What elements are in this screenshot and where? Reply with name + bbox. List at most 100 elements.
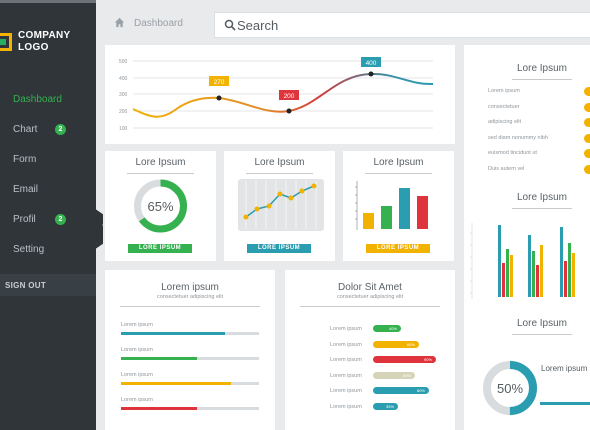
sidebar-item-label: Form xyxy=(13,153,37,165)
sidebar-item-label: Profil xyxy=(13,213,36,225)
donut-caption: Lorem ipsum xyxy=(541,364,588,373)
hbar-value: 40% xyxy=(388,326,397,331)
legend-item: sed diam nonummy nibh xyxy=(488,134,548,141)
y-tick-500: 500 xyxy=(119,59,128,65)
home-icon[interactable] xyxy=(114,17,125,28)
lore-ipsum-button[interactable]: LORE IPSUM xyxy=(366,244,430,253)
caption-bar xyxy=(540,402,590,405)
series-line xyxy=(132,72,434,118)
breadcrumb[interactable]: Dashboard xyxy=(134,18,183,29)
sidebar-item-chart[interactable]: Chart 2 xyxy=(0,114,96,144)
logo-mark-icon xyxy=(0,33,12,51)
trend-card: Lore Ipsum LORE IPSUM xyxy=(224,151,335,261)
bar-group-2 xyxy=(528,235,543,297)
progress-track xyxy=(121,332,259,335)
progress-fill xyxy=(121,382,232,385)
logo-line2: LOGO xyxy=(18,42,49,53)
bar-chart xyxy=(355,181,428,230)
sidebar-item-setting[interactable]: Setting xyxy=(0,234,96,264)
legend-item: consectetuer xyxy=(488,103,520,110)
hbar: 60% xyxy=(373,371,415,379)
title-divider xyxy=(127,173,194,174)
point-400[interactable] xyxy=(368,71,374,77)
panel-title-1: Lore Ipsum xyxy=(516,63,568,74)
chart-gridlines xyxy=(133,60,433,129)
sidebar-collapse-toggle[interactable]: 〈 xyxy=(91,206,103,252)
hbar-label: Lorem ipsum xyxy=(330,372,362,379)
title-divider xyxy=(365,173,432,174)
sidebar: COMPANY LOGO Dashboard Chart 2 Form Email… xyxy=(0,0,96,430)
hbar: 90% xyxy=(373,356,436,363)
top-bar: Dashboard Search xyxy=(96,0,590,46)
point-270[interactable] xyxy=(216,95,222,101)
progress-card: Lorem ipsum consectetuer adipiscing elit… xyxy=(105,270,275,430)
bar xyxy=(363,213,374,229)
card-title: Lore Ipsum xyxy=(135,157,186,168)
legend-dot xyxy=(584,164,590,174)
legend-item: euismod tincidunt ut xyxy=(488,150,537,156)
bar-group-3 xyxy=(560,227,575,297)
title-divider xyxy=(512,334,572,335)
search-placeholder: Search xyxy=(237,18,279,33)
sidebar-item-label: Chart xyxy=(13,123,38,135)
chart-count-badge: 2 xyxy=(55,124,66,135)
donut-card: Lore Ipsum 65% LORE IPSUM xyxy=(105,151,216,261)
sidebar-item-profil[interactable]: Profil 2 xyxy=(0,204,96,234)
hbar-value: 80% xyxy=(416,388,425,393)
point-200[interactable] xyxy=(286,108,292,114)
grouped-bar-chart xyxy=(470,223,575,299)
sidebar-item-label: Email xyxy=(13,183,39,195)
hbar: 40% xyxy=(373,325,401,332)
panel-title-3: Lore Ipsum xyxy=(516,318,568,329)
progress-label: Lorem ipsum xyxy=(121,322,153,328)
progress-track xyxy=(121,357,259,360)
sidebar-item-label: Dashboard xyxy=(13,93,62,105)
bar xyxy=(417,196,428,229)
title-divider xyxy=(300,306,440,307)
legend-dot xyxy=(584,133,590,143)
trend-chart xyxy=(238,179,324,231)
title-divider xyxy=(512,208,572,209)
progress-fill xyxy=(121,357,197,360)
sidebar-item-dashboard[interactable]: Dashboard xyxy=(0,84,96,114)
sign-out-button[interactable]: SIGN OUT xyxy=(0,274,96,296)
y-tick-400: 400 xyxy=(119,76,128,82)
bar xyxy=(399,188,410,229)
card-title: Lore Ipsum xyxy=(254,157,305,168)
card-title: Dolor Sit Amet xyxy=(338,282,402,293)
bar-group-1 xyxy=(498,225,513,297)
card-title: Lorem ipsum xyxy=(161,282,219,293)
line-chart-card: 500 400 300 200 100 270 200 400 xyxy=(105,45,455,144)
hbar-label: Lorem ipsum xyxy=(330,326,362,332)
hbar-value: 90% xyxy=(423,357,432,362)
hbar-value: 60% xyxy=(402,372,411,378)
y-tick-200: 200 xyxy=(119,109,128,115)
y-tick-300: 300 xyxy=(119,92,128,98)
search-icon xyxy=(224,19,236,31)
progress-label: Lorem ipsum xyxy=(121,347,153,353)
legend-dot xyxy=(584,118,590,127)
sidebar-item-email[interactable]: Email xyxy=(0,174,96,204)
title-divider xyxy=(512,79,572,80)
callout-200: 200 xyxy=(284,93,295,100)
donut-fill xyxy=(134,179,187,233)
chevron-left-icon: 〈 xyxy=(93,218,110,235)
lore-ipsum-button[interactable]: LORE IPSUM xyxy=(247,244,311,253)
callout-270-bg xyxy=(209,76,229,86)
title-divider xyxy=(246,173,313,174)
sidebar-item-form[interactable]: Form xyxy=(0,144,96,174)
lore-ipsum-button[interactable]: LORE IPSUM xyxy=(128,244,192,253)
sidebar-nav: Dashboard Chart 2 Form Email Profil 2 Sett… xyxy=(0,84,96,264)
progress-track xyxy=(121,382,259,385)
line-chart: 500 400 300 200 100 270 200 400 xyxy=(119,57,434,132)
legend-dot xyxy=(584,149,590,158)
legend-item: Lorem ipsum xyxy=(488,88,520,94)
progress-fill xyxy=(121,332,225,335)
card-subtitle: consectetuer adipiscing elit xyxy=(336,294,404,300)
card-subtitle: consectetuer adipiscing elit xyxy=(156,294,224,300)
bar-card: Lore Ipsum LORE IPSUM xyxy=(343,151,454,261)
logo-line1: COMPANY xyxy=(18,30,71,41)
progress-track xyxy=(121,407,259,410)
search-input[interactable]: Search xyxy=(214,12,590,38)
y-tick-100: 100 xyxy=(119,126,128,132)
